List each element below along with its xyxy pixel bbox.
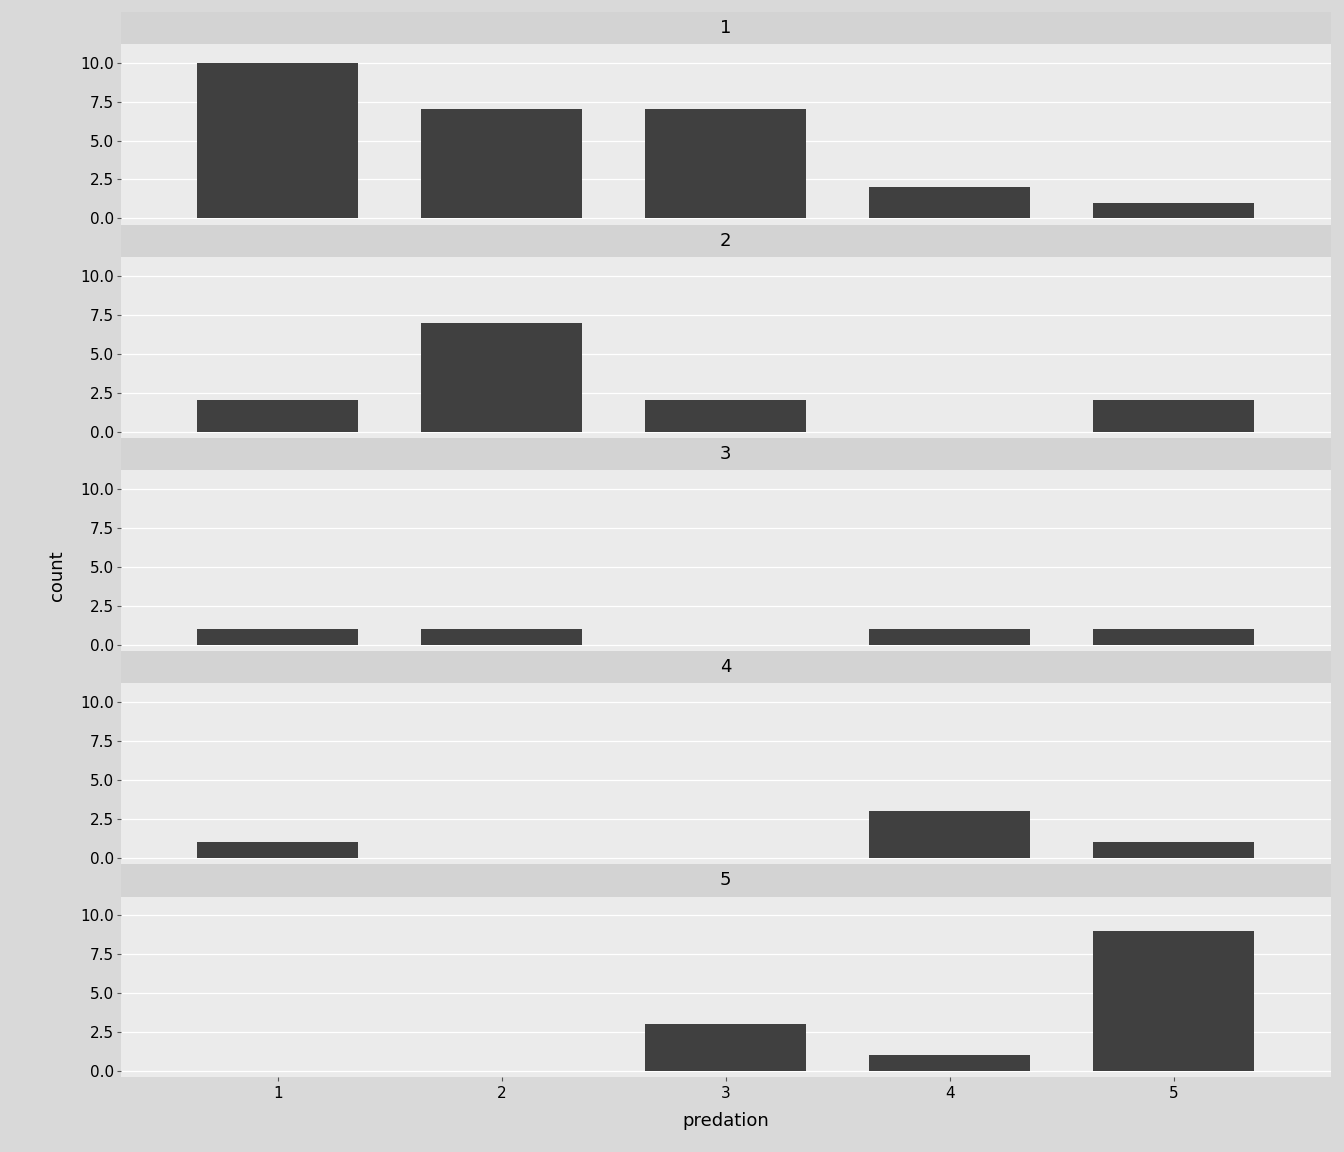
Text: 4: 4 [720, 658, 731, 676]
Bar [198, 62, 359, 219]
Bar [870, 188, 1031, 219]
Text: 3: 3 [720, 445, 731, 463]
Text: 1: 1 [720, 18, 731, 37]
Bar [870, 1055, 1031, 1071]
Bar [1093, 203, 1254, 219]
Bar [1093, 842, 1254, 858]
Bar [1093, 629, 1254, 645]
Bar [645, 109, 806, 219]
Bar [1093, 401, 1254, 432]
Text: 2: 2 [720, 232, 731, 250]
Bar [870, 811, 1031, 858]
Bar [421, 109, 582, 219]
Text: count: count [48, 551, 66, 601]
Text: 5: 5 [720, 871, 731, 889]
Bar [198, 401, 359, 432]
Bar [198, 842, 359, 858]
Bar [870, 629, 1031, 645]
Bar [421, 629, 582, 645]
Bar [645, 401, 806, 432]
Bar [645, 1024, 806, 1071]
Bar [1093, 931, 1254, 1071]
X-axis label: predation: predation [683, 1113, 769, 1130]
Bar [198, 629, 359, 645]
Bar [421, 323, 582, 432]
